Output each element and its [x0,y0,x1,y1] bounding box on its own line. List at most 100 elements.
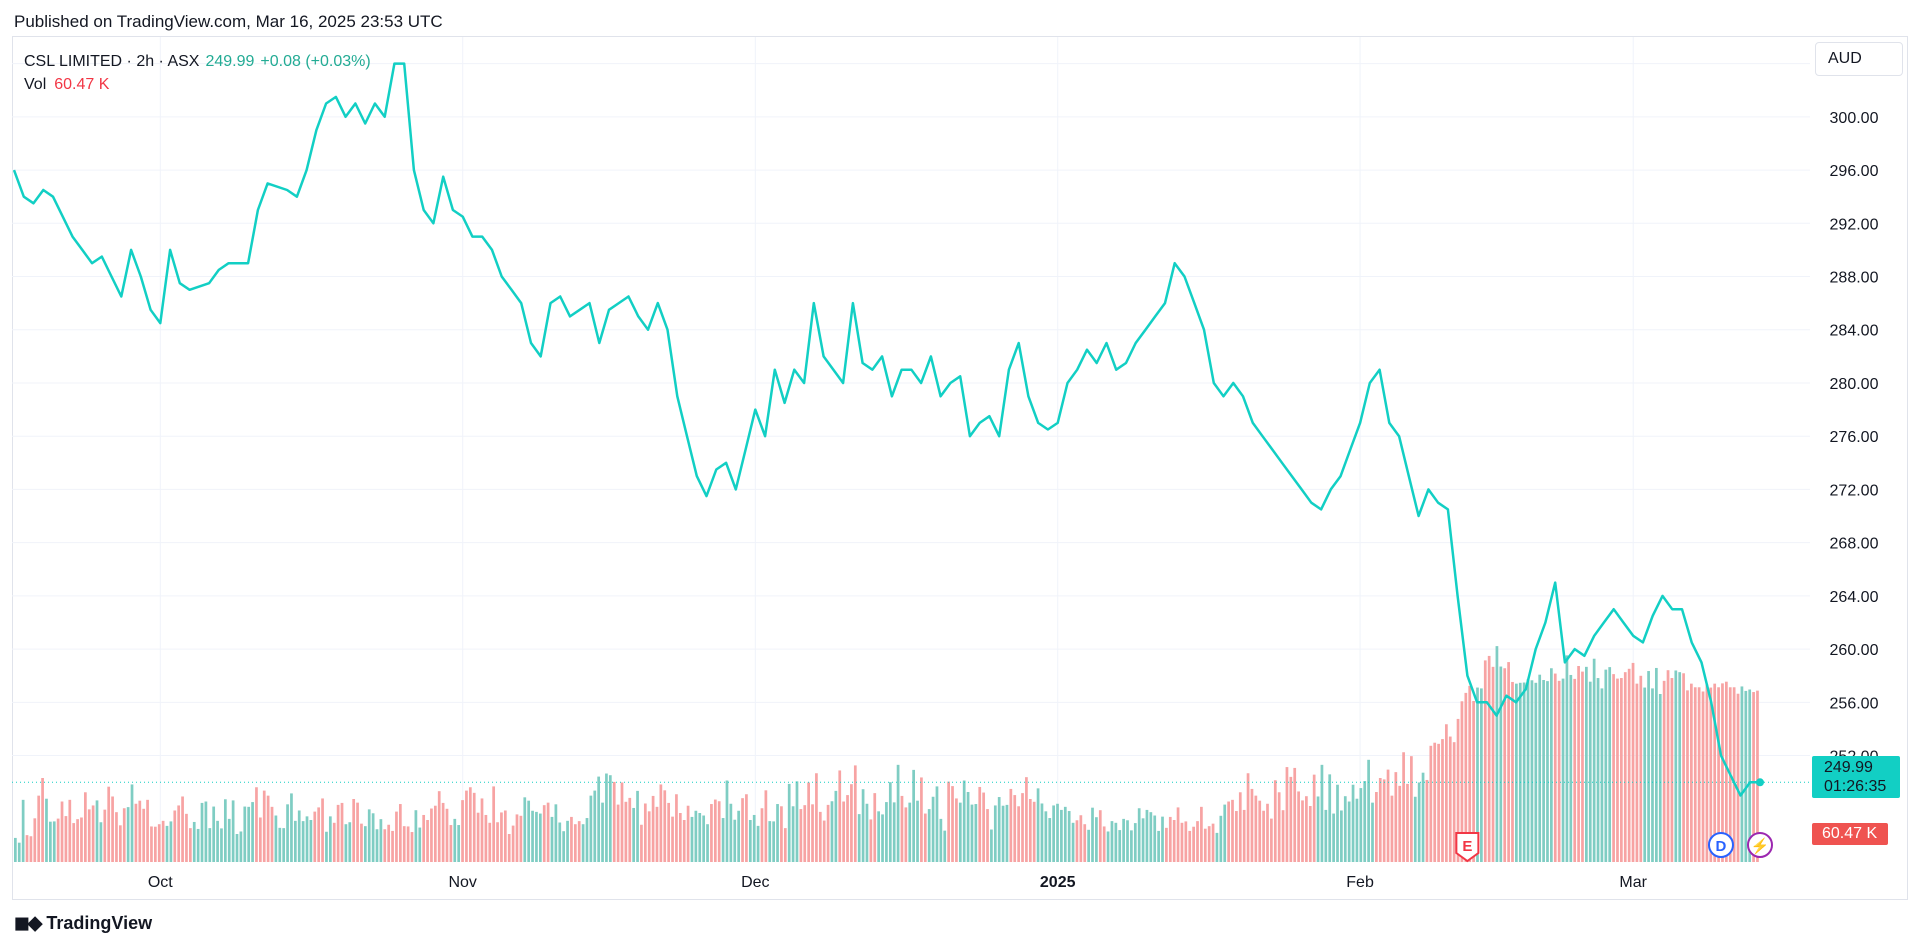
volume-bar [235,834,239,862]
volume-bar [1721,683,1724,862]
volume-bar [14,837,17,862]
volume-bar [1697,687,1701,862]
volume-bar [1137,808,1141,862]
volume-bar [993,805,997,862]
volume-bar [888,782,892,862]
volume-bar [251,802,254,862]
volume-bar [853,765,857,862]
volume-bar [892,802,896,862]
volume-bar [1122,818,1125,862]
volume-bar [1623,672,1627,862]
volume-bar [1616,678,1619,862]
volume-bar [1048,818,1052,862]
volume-bar [815,773,818,862]
volume-bar [834,790,838,862]
volume-tag-value: 60.47 K [1822,825,1878,842]
volume-bar [1332,813,1335,862]
volume-bar [955,798,958,862]
volume-bar [573,824,577,862]
volume-bar [1585,666,1588,862]
volume-bar [1756,690,1759,862]
volume-bar [1472,701,1475,862]
volume-bar [1071,822,1075,862]
volume-bar [336,804,340,862]
volume-bar [1161,816,1164,862]
volume-bar [811,804,814,862]
symbol-label: CSL LIMITED · 2h · ASX [24,53,200,70]
volume-bar [970,804,974,862]
marker-label: ⚡ [1751,837,1770,855]
volume-bar [737,810,741,862]
y-tick-label: 264.00 [1830,589,1879,606]
volume-bar [227,818,231,862]
volume-bar [1032,801,1036,862]
volume-bar [1102,826,1106,862]
published-caption: Published on TradingView.com, Mar 16, 20… [14,12,443,31]
volume-bar [997,797,1001,862]
volume-bar [1410,756,1413,862]
volume-bar [990,829,993,862]
volume-bar [511,825,515,862]
volume-bar [1223,804,1227,862]
volume-bar [1437,743,1440,862]
volume-bar [181,796,184,862]
volume-bar [258,817,262,862]
volume-bar [1476,687,1479,862]
volume-bar [846,795,849,862]
volume-bar [1203,828,1207,862]
volume-bar [1040,803,1044,862]
volume-bar [1604,669,1608,862]
volume-bar [1141,818,1145,862]
currency-selector[interactable]: AUD [1815,42,1903,76]
volume-bar [422,814,426,862]
volume-bar [752,814,756,862]
volume-bar [1277,792,1281,862]
volume-bar [1273,780,1277,862]
volume-bar [1312,774,1316,862]
volume-bar [1075,820,1079,862]
volume-bar [204,801,208,862]
volume-bar [939,818,943,862]
volume-bar [418,827,422,862]
volume-bar [1433,742,1437,862]
volume-bar [1168,816,1172,862]
volume-bar [476,812,480,862]
volume-bar [1503,668,1507,862]
volume-bar [216,820,219,862]
volume-bar [978,786,982,862]
volume-bar [161,820,165,862]
volume-bar [1448,736,1452,862]
volume-bar [480,798,484,862]
currency-label: AUD [1828,50,1862,67]
volume-bar [1200,806,1203,862]
volume-value: 60.47 K [54,76,110,93]
volume-bar [1394,772,1398,862]
volume-bar [1577,666,1580,862]
volume-bar [1658,694,1662,862]
volume-bar [1402,752,1405,862]
volume-bar [678,813,682,862]
volume-bar [577,821,581,862]
volume-bar [1289,776,1293,862]
volume-bar [1378,778,1382,862]
y-tick-label: 280.00 [1830,376,1879,393]
volume-bar [433,805,437,862]
volume-bar [713,799,717,862]
tradingview-logo[interactable]: ◼◆ TradingView [14,912,152,935]
volume-bar [721,818,725,862]
x-tick-label: Feb [1346,874,1374,891]
volume-bar [1215,832,1219,862]
volume-bar [301,821,305,862]
volume-bar [103,809,107,862]
volume-bar [500,812,503,862]
volume-bar [523,797,527,862]
volume-bar [1491,666,1495,862]
volume-bar [321,798,324,862]
volume-bar [383,829,387,862]
volume-bar [305,816,309,862]
volume-bar [1678,672,1682,862]
volume-bar [1028,799,1032,862]
volume-bar [1417,782,1421,862]
volume-bar [608,775,612,862]
